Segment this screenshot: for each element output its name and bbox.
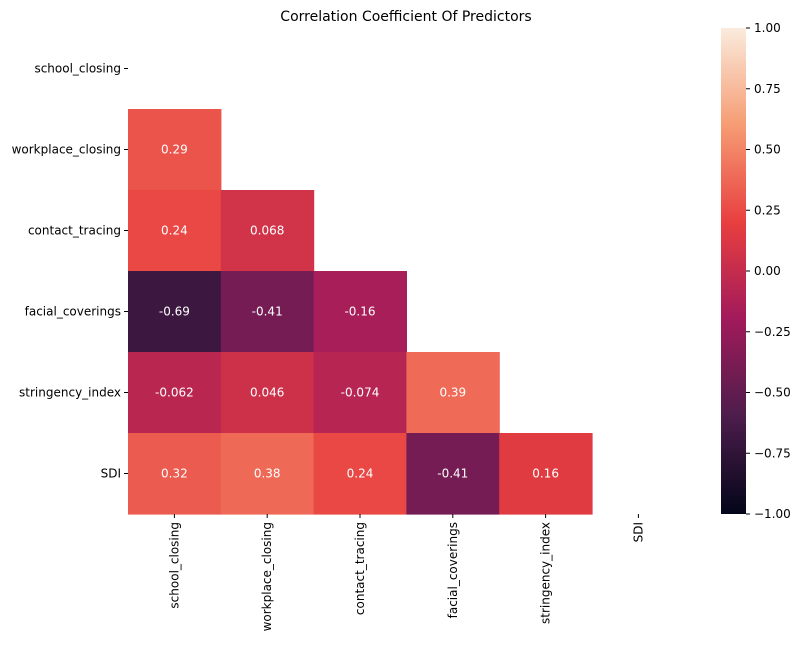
cell-value-label: 0.24 bbox=[347, 467, 374, 481]
cell-value-label: 0.29 bbox=[161, 143, 188, 157]
colorbar-tick-label: 0.75 bbox=[754, 82, 781, 96]
heatmap-cell bbox=[406, 433, 500, 515]
cell-value-label: 0.39 bbox=[439, 386, 466, 400]
colorbar-tick-label: 0.00 bbox=[754, 264, 781, 278]
colorbar-tick-label: −1.00 bbox=[754, 507, 791, 521]
cell-value-label: 0.38 bbox=[254, 467, 281, 481]
colorbar-tick-label: 1.00 bbox=[754, 21, 781, 35]
y-tick-label: contact_tracing bbox=[28, 224, 121, 238]
x-tick-label: SDI bbox=[631, 522, 645, 542]
cell-value-label: -0.16 bbox=[344, 305, 375, 319]
y-tick-label: stringency_index bbox=[19, 386, 121, 400]
x-tick-label: contact_tracing bbox=[353, 522, 367, 615]
cell-value-label: 0.32 bbox=[161, 467, 188, 481]
heatmap-cell bbox=[128, 352, 222, 434]
y-tick-label: workplace_closing bbox=[12, 143, 121, 157]
x-tick-label: workplace_closing bbox=[260, 522, 274, 631]
y-tick-label: facial_coverings bbox=[25, 305, 121, 319]
heatmap-cell bbox=[128, 190, 222, 272]
cell-value-label: 0.24 bbox=[161, 224, 188, 238]
x-tick-label: stringency_index bbox=[539, 522, 553, 624]
cell-value-label: -0.074 bbox=[341, 386, 380, 400]
cell-value-label: 0.16 bbox=[532, 467, 559, 481]
heatmap-cell bbox=[313, 271, 407, 353]
heatmap-cell bbox=[313, 352, 407, 434]
x-axis: school_closing workplace_closing contact_t… bbox=[167, 514, 645, 631]
x-tick-label: facial_coverings bbox=[446, 522, 460, 618]
colorbar-tick-label: −0.75 bbox=[754, 446, 791, 460]
y-axis: school_closing workplace_closing contact_t… bbox=[12, 62, 128, 481]
y-tick-label: SDI bbox=[101, 467, 121, 481]
colorbar-tick-label: 0.50 bbox=[754, 143, 781, 157]
cell-value-label: -0.41 bbox=[437, 467, 468, 481]
colorbar-tick-label: −0.50 bbox=[754, 386, 791, 400]
heatmap-cell bbox=[220, 433, 315, 515]
cell-value-label: -0.69 bbox=[159, 305, 190, 319]
heatmap-cell bbox=[220, 271, 315, 353]
colorbar: 1.00 0.75 0.50 0.25 0.00 −0.25 −0.50 −0.75 −1.00 bbox=[721, 21, 791, 521]
heatmap-cell bbox=[128, 433, 222, 515]
heatmap-cell bbox=[499, 433, 593, 515]
heatmap-cell bbox=[128, 271, 222, 353]
y-tick-label: school_closing bbox=[34, 62, 121, 76]
cell-value-label: -0.41 bbox=[252, 305, 283, 319]
heatmap-cell bbox=[220, 352, 315, 434]
cell-value-label: -0.062 bbox=[155, 386, 194, 400]
heatmap-cells bbox=[128, 109, 593, 515]
heatmap-cell bbox=[313, 433, 407, 515]
heatmap-cell bbox=[406, 352, 500, 434]
heatmap-cell bbox=[220, 190, 315, 272]
heatmap-cell bbox=[128, 109, 222, 191]
colorbar-gradient bbox=[721, 28, 746, 514]
x-tick-label: school_closing bbox=[167, 522, 181, 609]
cell-value-label: 0.068 bbox=[250, 224, 284, 238]
colorbar-tick-label: −0.25 bbox=[754, 325, 791, 339]
heatmap-cell-labels: 0.29 0.24 0.068 -0.69 -0.41 -0.16 -0.062 0.046 -… bbox=[155, 143, 559, 481]
colorbar-tick-label: 0.25 bbox=[754, 203, 781, 217]
chart-title: Correlation Coefficient Of Predictors bbox=[280, 9, 531, 25]
cell-value-label: 0.046 bbox=[250, 386, 284, 400]
